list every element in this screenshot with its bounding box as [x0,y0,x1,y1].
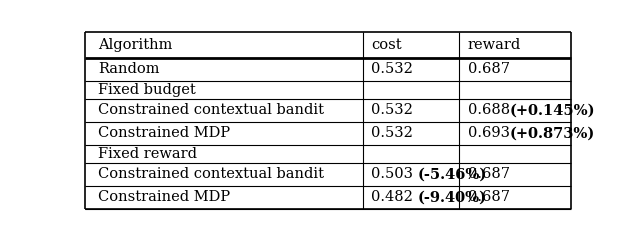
Text: reward: reward [468,38,521,52]
Text: (+0.145%): (+0.145%) [510,103,595,117]
Text: 0.687: 0.687 [468,190,510,204]
Text: 0.532: 0.532 [371,103,413,117]
Text: 0.503: 0.503 [371,167,418,181]
Text: 0.688: 0.688 [468,103,510,117]
Text: 0.693: 0.693 [468,126,510,141]
Text: (-9.40%): (-9.40%) [418,190,486,204]
Text: Random: Random [99,62,160,76]
Text: Fixed reward: Fixed reward [99,147,197,161]
Text: 0.482: 0.482 [371,190,418,204]
Text: Constrained MDP: Constrained MDP [99,126,230,141]
Text: Constrained contextual bandit: Constrained contextual bandit [99,103,324,117]
Text: Constrained MDP: Constrained MDP [99,190,230,204]
Text: Algorithm: Algorithm [99,38,173,52]
Text: (-5.46%): (-5.46%) [418,167,487,181]
Text: (+0.873%): (+0.873%) [510,126,595,141]
Text: 0.532: 0.532 [371,62,413,76]
Text: 0.532: 0.532 [371,126,413,141]
Text: Constrained contextual bandit: Constrained contextual bandit [99,167,324,181]
Text: 0.687: 0.687 [468,167,510,181]
Text: 0.687: 0.687 [468,62,510,76]
Text: Fixed budget: Fixed budget [99,83,196,97]
Text: cost: cost [371,38,402,52]
